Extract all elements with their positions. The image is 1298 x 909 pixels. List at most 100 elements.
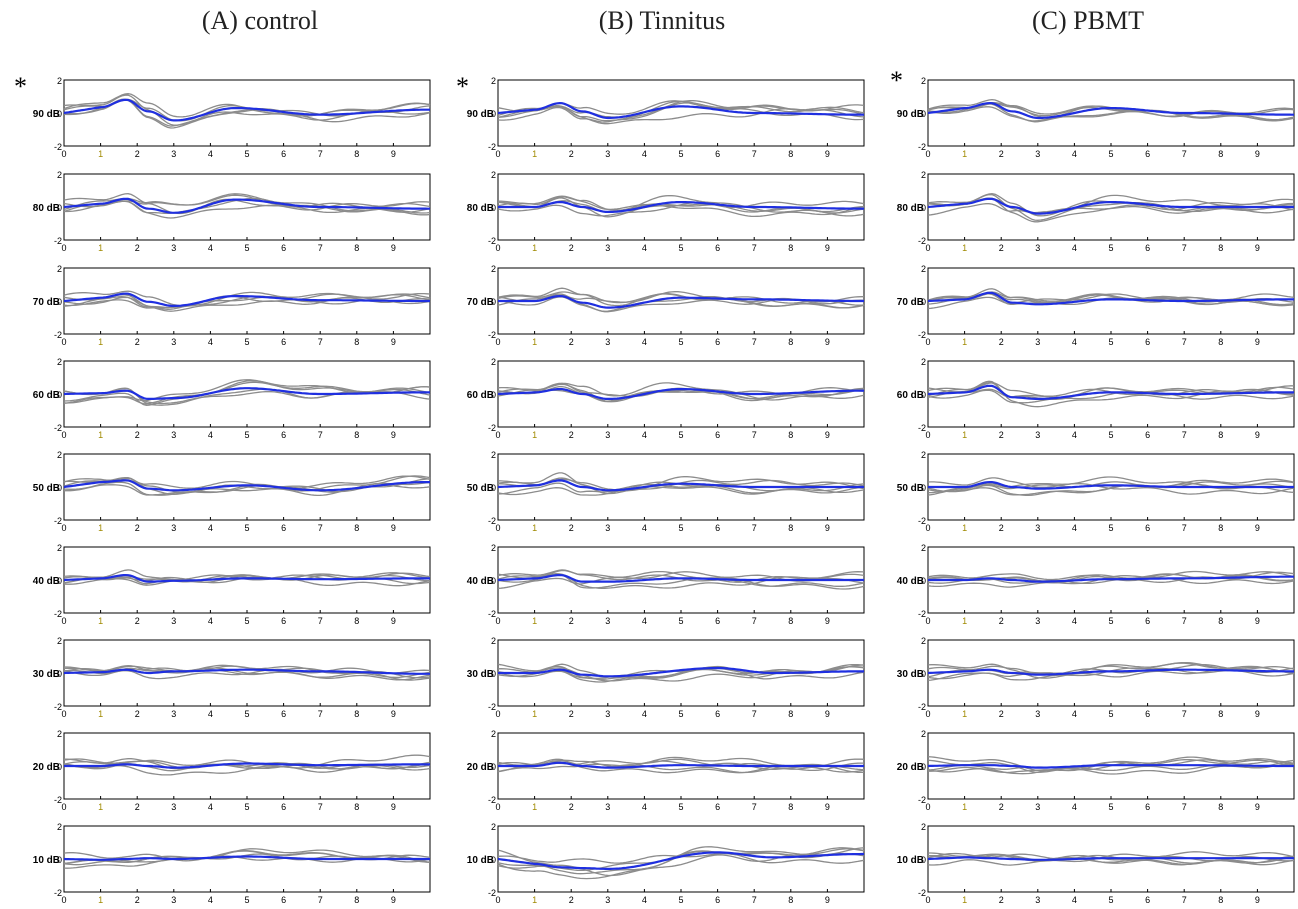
x-tick-label: 5 <box>1108 895 1113 905</box>
x-tick-label: 1 <box>532 709 537 719</box>
x-tick-label: 3 <box>1035 430 1040 440</box>
level-label: 20 dB <box>33 762 60 773</box>
y-tick-label: 0 <box>57 203 62 213</box>
y-tick-label: 2 <box>491 264 496 274</box>
x-tick-label: 6 <box>281 709 286 719</box>
y-tick-label: 2 <box>921 450 926 460</box>
x-tick-label: 5 <box>678 709 683 719</box>
x-tick-label: 5 <box>678 243 683 253</box>
x-tick-label: 1 <box>532 149 537 159</box>
individual-trace <box>64 665 431 679</box>
x-tick-label: 1 <box>962 523 967 533</box>
x-tick-label: 3 <box>1035 616 1040 626</box>
x-tick-label: 9 <box>825 895 830 905</box>
level-label: 20 dB <box>897 762 924 773</box>
x-tick-label: 7 <box>318 616 323 626</box>
x-tick-label: 4 <box>642 430 647 440</box>
mean-trace <box>63 479 430 492</box>
x-tick-label: 5 <box>244 149 249 159</box>
x-tick-label: 6 <box>1145 430 1150 440</box>
level-label: 30 dB <box>33 669 60 680</box>
individual-trace <box>63 572 431 585</box>
x-tick-label: 0 <box>925 523 930 533</box>
x-tick-label: 3 <box>171 895 176 905</box>
individual-trace <box>63 850 431 865</box>
y-tick-label: 0 <box>491 855 496 865</box>
mean-trace <box>497 101 864 120</box>
mean-trace <box>927 764 1294 769</box>
y-tick-label: -2 <box>488 702 496 712</box>
mean-trace <box>63 387 430 400</box>
x-tick-label: 3 <box>171 430 176 440</box>
x-tick-label: 1 <box>962 430 967 440</box>
y-tick-label: -2 <box>918 330 926 340</box>
x-tick-label: 5 <box>678 430 683 440</box>
y-tick-label: -2 <box>918 423 926 433</box>
x-tick-label: 0 <box>925 802 930 812</box>
x-tick-label: 5 <box>244 895 249 905</box>
mean-trace <box>64 762 430 769</box>
mean-trace <box>927 668 1294 676</box>
x-tick-label: 3 <box>605 243 610 253</box>
x-tick-label: 8 <box>1218 523 1223 533</box>
x-tick-label: 5 <box>244 337 249 347</box>
x-tick-label: 9 <box>1255 243 1260 253</box>
y-tick-label: 0 <box>57 483 62 493</box>
x-tick-label: 9 <box>391 337 396 347</box>
level-label: 10 dB <box>33 855 60 866</box>
x-tick-label: 3 <box>171 337 176 347</box>
x-tick-label: 9 <box>1255 802 1260 812</box>
x-tick-label: 1 <box>98 337 103 347</box>
x-tick-label: 3 <box>605 149 610 159</box>
y-tick-label: 0 <box>57 297 62 307</box>
x-tick-label: 9 <box>391 430 396 440</box>
individual-trace <box>927 476 1295 496</box>
x-tick-label: 8 <box>1218 616 1223 626</box>
x-tick-label: 3 <box>171 149 176 159</box>
y-tick-label: 0 <box>921 855 926 865</box>
x-tick-label: 2 <box>569 895 574 905</box>
y-tick-label: 0 <box>491 669 496 679</box>
x-tick-label: 9 <box>1255 149 1260 159</box>
y-tick-label: 0 <box>921 483 926 493</box>
x-tick-label: 0 <box>495 430 500 440</box>
y-tick-label: -2 <box>488 888 496 898</box>
x-tick-label: 1 <box>962 149 967 159</box>
individual-trace <box>497 200 865 217</box>
x-tick-label: 9 <box>391 149 396 159</box>
y-tick-label: 2 <box>921 543 926 553</box>
x-tick-label: 7 <box>1182 709 1187 719</box>
x-tick-label: 8 <box>354 243 359 253</box>
x-tick-label: 4 <box>208 523 213 533</box>
level-label: 60 dB <box>897 390 924 401</box>
x-tick-label: 7 <box>1182 337 1187 347</box>
y-tick-label: 2 <box>57 636 62 646</box>
x-tick-label: 5 <box>1108 149 1113 159</box>
x-tick-label: 5 <box>244 709 249 719</box>
x-tick-label: 5 <box>678 337 683 347</box>
y-tick-label: 2 <box>491 76 496 86</box>
x-tick-label: 6 <box>715 709 720 719</box>
x-tick-label: 3 <box>171 243 176 253</box>
x-tick-label: 8 <box>788 523 793 533</box>
x-tick-label: 8 <box>1218 430 1223 440</box>
y-tick-label: -2 <box>54 423 62 433</box>
x-tick-label: 7 <box>318 430 323 440</box>
x-tick-label: 1 <box>98 709 103 719</box>
x-tick-label: 4 <box>1072 430 1077 440</box>
individual-trace <box>928 852 1295 866</box>
level-label: 10 dB <box>897 855 924 866</box>
y-tick-label: 2 <box>921 357 926 367</box>
panel-frame <box>63 546 431 614</box>
y-tick-label: 0 <box>921 203 926 213</box>
individual-trace <box>497 666 865 683</box>
x-tick-label: 6 <box>715 337 720 347</box>
y-tick-label: 2 <box>57 729 62 739</box>
y-tick-label: 2 <box>921 636 926 646</box>
individual-trace <box>497 476 865 495</box>
x-tick-label: 0 <box>495 149 500 159</box>
x-tick-label: 4 <box>1072 523 1077 533</box>
y-tick-label: 2 <box>491 729 496 739</box>
x-tick-label: 1 <box>532 243 537 253</box>
significance-marker-pbmt: * <box>890 66 903 95</box>
